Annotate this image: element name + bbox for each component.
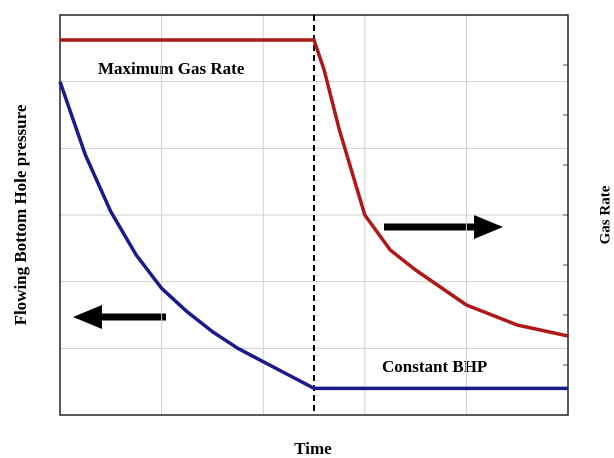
line <box>60 38 569 338</box>
line <box>58 81 568 391</box>
annotation: Maximum Gas Rate <box>98 59 245 78</box>
arrow-right <box>384 215 503 239</box>
x-axis-label: Time <box>294 439 332 458</box>
y2-axis-label: Gas Rate <box>597 185 613 244</box>
arrow-left <box>73 305 166 329</box>
annotation: Constant BHP <box>382 357 487 376</box>
y-axis-label: Flowing Bottom Hole pressure <box>11 104 30 325</box>
